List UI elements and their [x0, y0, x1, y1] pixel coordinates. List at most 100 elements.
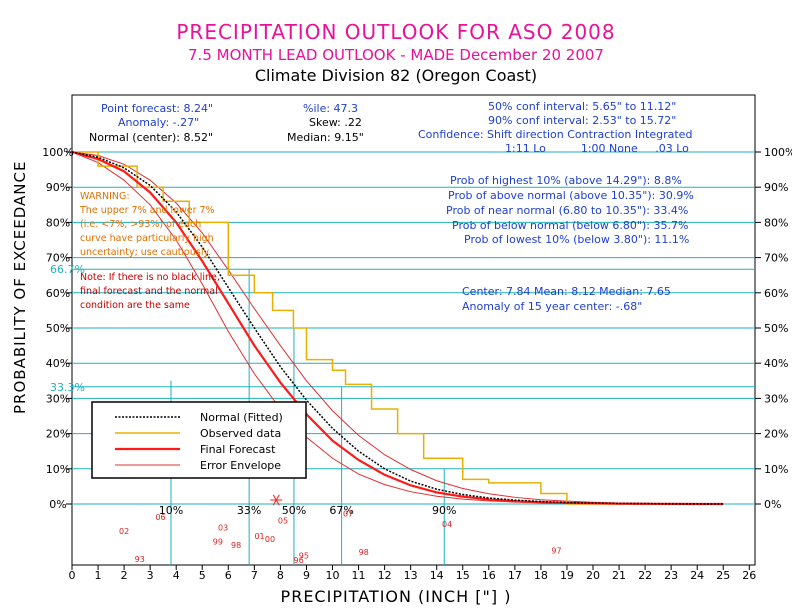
x-tick-label: 4 [173, 569, 180, 582]
y-tick-label-right: 30% [764, 392, 788, 405]
y-tick-label-left: 90% [46, 181, 70, 194]
year-marker: 01 [254, 532, 264, 541]
y-tick-label-right: 90% [764, 181, 788, 194]
year-marker: 95 [299, 552, 309, 561]
x-tick-label: 18 [534, 569, 548, 582]
warning-line: The upper 7% and lower 7% [80, 205, 215, 216]
conf-interval-90: 90% conf interval: 2.53" to 15.72" [488, 114, 677, 127]
y-tick-label-left: 30% [46, 392, 70, 405]
year-marker: 02 [119, 527, 129, 536]
x-tick-label: 8 [277, 569, 284, 582]
year-marker: 04 [442, 520, 452, 529]
legend-label: Final Forecast [200, 443, 276, 456]
x-tick-label: 24 [690, 569, 704, 582]
year-marker: 03 [218, 523, 228, 532]
percentile-label: 50% [282, 504, 306, 517]
note-line: Note: If there is no black line, [80, 272, 220, 283]
percentile-label: 10% [159, 504, 183, 517]
prob-below-normal: Prob of below normal (below 6.80"): 35.7… [452, 219, 689, 232]
y-tick-label-right: 0% [764, 498, 781, 511]
x-tick-label: 10 [326, 569, 340, 582]
note-text: Note: If there is no black line, final f… [80, 271, 220, 313]
x-tick-label: 22 [638, 569, 652, 582]
normal-series [71, 151, 724, 505]
x-tick-label: 1 [95, 569, 102, 582]
y-tick-label-right: 10% [764, 463, 788, 476]
y-tick-label-left: 80% [46, 216, 70, 229]
median: Median: 9.15" [287, 131, 364, 144]
y-tick-label-left: 20% [46, 428, 70, 441]
x-tick-label: 15 [456, 569, 470, 582]
year-marker: 99 [213, 537, 223, 546]
y-tick-label-right: 20% [764, 428, 788, 441]
y-tick-label-left: 100% [42, 146, 73, 159]
year-marker: 06 [155, 513, 165, 522]
point-forecast-marker [270, 494, 283, 506]
y-tick-label-right: 40% [764, 357, 788, 370]
y-tick-label-left: 10% [46, 463, 70, 476]
legend-label: Normal (Fitted) [200, 411, 283, 424]
axis-ticks: 0% 0% 10% 10% 20% 20% 30% 30% 40% 40% 50% 50% 60% 60%… [42, 146, 792, 582]
year-marker: 05 [278, 516, 288, 525]
forecast-line [71, 150, 724, 506]
legend: Normal (Fitted) Observed data Final Foreca… [91, 401, 307, 479]
x-tick-label: 16 [482, 569, 496, 582]
prob-above-normal: Prob of above normal (above 10.35"): 30.… [448, 189, 694, 202]
observed-series [72, 151, 724, 505]
x-tick-label: 20 [586, 569, 600, 582]
x-tick-label: 12 [378, 569, 392, 582]
year-marker: 98 [359, 548, 369, 557]
x-tick-label: 9 [303, 569, 310, 582]
year-marker: 93 [135, 555, 145, 564]
normal-center: Normal (center): 8.52" [89, 131, 214, 144]
x-tick-label: 0 [69, 569, 76, 582]
percentile-label: 67% [329, 504, 353, 517]
anomaly: Anomaly: -.27" [118, 116, 200, 129]
skew: Skew: .22 [309, 116, 362, 129]
conf-interval-50: 50% conf interval: 5.65" to 11.12" [488, 100, 677, 113]
y-tick-label-left: 50% [46, 322, 70, 335]
year-marker: 97 [551, 546, 561, 555]
x-tick-label: 7 [251, 569, 258, 582]
y-tick-label-right: 50% [764, 322, 788, 335]
warning-line: curve have particularly high [80, 233, 214, 244]
warning-line: uncertainty; use cautiously. [80, 247, 211, 258]
percentile: %ile: 47.3 [303, 102, 359, 115]
point-forecast: Point forecast: 8.24" [101, 102, 214, 115]
chart-subtitle: 7.5 MONTH LEAD OUTLOOK - MADE December 2… [188, 46, 604, 64]
y-tick-label-left: 70% [46, 252, 70, 265]
y-tick-label-right: 60% [764, 287, 788, 300]
warning-line: WARNING: [80, 191, 130, 202]
prob-highest-10: Prob of highest 10% (above 14.29"): 8.8% [450, 174, 682, 187]
x-tick-label: 2 [121, 569, 128, 582]
reference-label: 33.3% [50, 381, 85, 394]
y-tick-label-left: 60% [46, 287, 70, 300]
legend-label: Error Envelope [200, 459, 281, 472]
normal-line [71, 151, 724, 505]
x-tick-label: 3 [147, 569, 154, 582]
percentile-label: 33% [237, 504, 261, 517]
observed-line [72, 151, 724, 505]
confidence-values: 1:11 Lo 1:00 None .03 Lo [505, 142, 689, 155]
year-marker: 00 [265, 535, 275, 544]
y-tick-label-left: 40% [46, 357, 70, 370]
x-tick-label: 6 [225, 569, 232, 582]
y-tick-label-left: 0% [49, 498, 66, 511]
reference-label: 66.7% [50, 263, 85, 276]
x-tick-label: 13 [404, 569, 418, 582]
year-marker: 98 [231, 541, 241, 550]
x-tick-label: 25 [716, 569, 730, 582]
anomaly-15yr: Anomaly of 15 year center: -.68" [462, 300, 643, 313]
percentile-label: 90% [432, 504, 456, 517]
year-marker: 07 [343, 509, 353, 518]
point-forecast-star [272, 494, 280, 506]
x-tick-label: 14 [430, 569, 444, 582]
plot-frame [71, 94, 756, 566]
x-tick-label: 17 [508, 569, 522, 582]
x-tick-label: 19 [560, 569, 574, 582]
confidence-header: Confidence: Shift direction Contraction … [418, 128, 693, 141]
x-tick-label: 5 [199, 569, 206, 582]
y-tick-label-right: 80% [764, 216, 788, 229]
x-tick-label: 11 [352, 569, 366, 582]
